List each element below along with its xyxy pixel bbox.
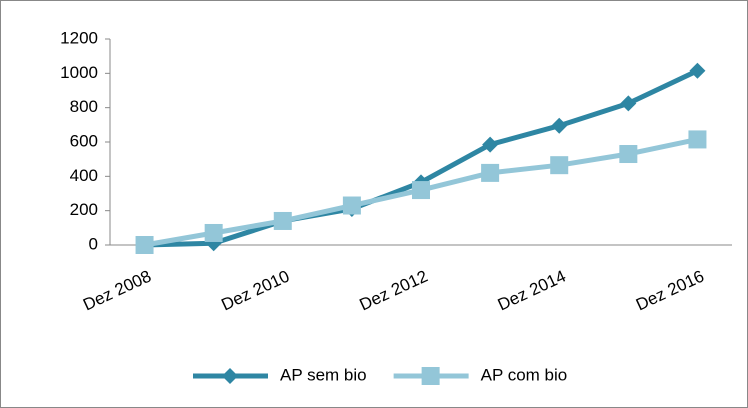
y-tick-label: 400 bbox=[70, 166, 98, 185]
point bbox=[689, 62, 706, 79]
point bbox=[688, 130, 707, 149]
y-tick-label: 0 bbox=[89, 234, 98, 253]
point bbox=[620, 95, 637, 112]
point bbox=[204, 223, 223, 242]
point bbox=[551, 117, 568, 134]
y-tick-label: 600 bbox=[70, 131, 98, 150]
y-tick-label: 1000 bbox=[60, 63, 98, 82]
y-tick-label: 1200 bbox=[60, 28, 98, 47]
point bbox=[482, 136, 499, 153]
point bbox=[412, 181, 430, 200]
legend-marker bbox=[222, 368, 238, 384]
y-tick-label: 200 bbox=[70, 200, 98, 219]
point bbox=[135, 236, 154, 254]
point bbox=[342, 196, 361, 215]
legend-item: AP sem bio bbox=[193, 365, 367, 384]
point bbox=[619, 145, 638, 164]
legend-marker bbox=[421, 367, 440, 385]
point bbox=[273, 211, 292, 230]
point bbox=[481, 163, 500, 182]
legend-label: AP com bio bbox=[481, 365, 568, 384]
legend-item: AP com bio bbox=[393, 365, 568, 385]
point bbox=[550, 156, 569, 175]
legend-label: AP sem bio bbox=[280, 365, 367, 384]
y-tick-label: 800 bbox=[70, 97, 98, 116]
